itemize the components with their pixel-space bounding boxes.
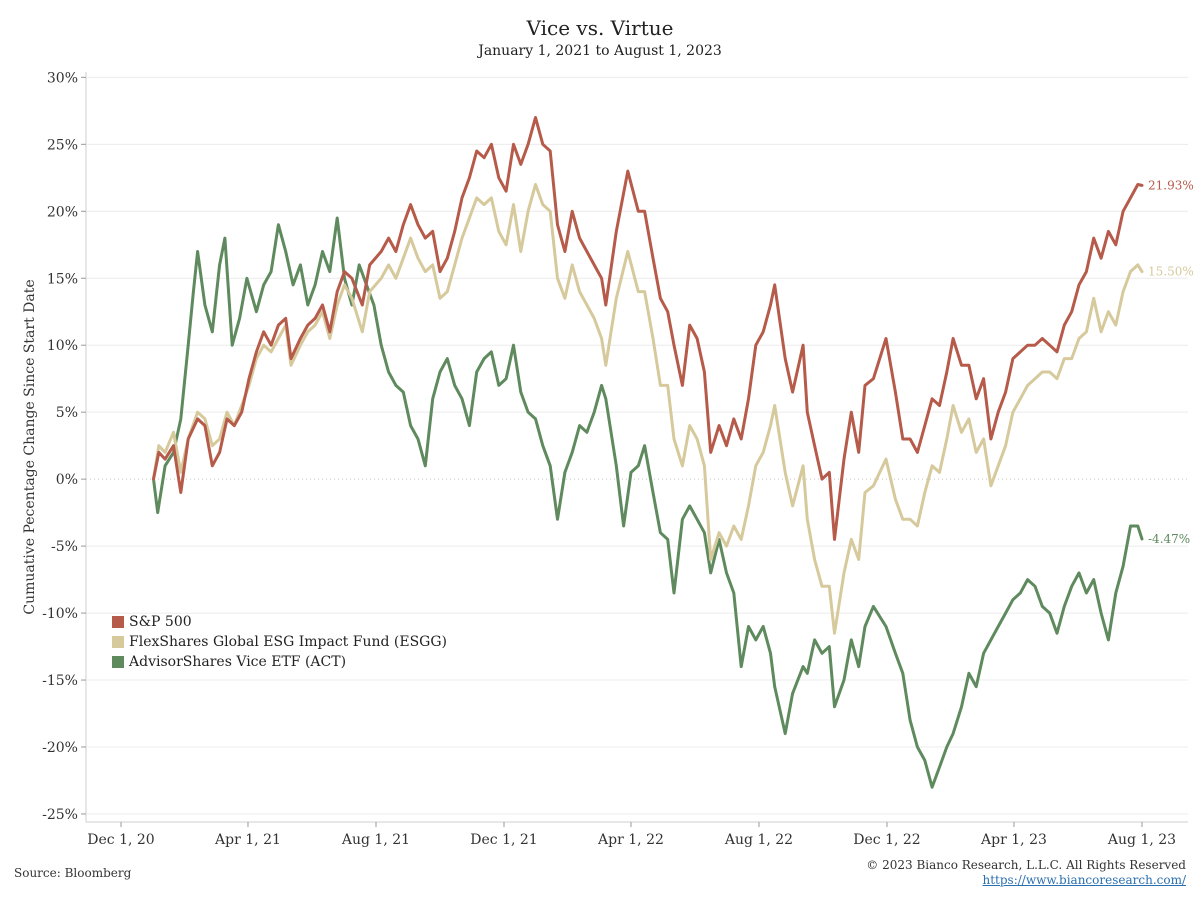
y-tick-label: 30%: [47, 70, 78, 86]
legend-swatch-act: [112, 656, 124, 668]
y-tick-label: 5%: [56, 405, 78, 421]
y-tick-label: -10%: [42, 606, 78, 622]
end-label-act: -4.47%: [1148, 532, 1190, 546]
y-tick-label: 0%: [56, 472, 78, 488]
x-tick-label: Dec 1, 21: [470, 832, 537, 848]
x-tick-label: Aug 1, 21: [341, 832, 410, 848]
y-tick-label: 10%: [47, 338, 78, 354]
y-tick-label: 15%: [47, 271, 78, 287]
x-tick-label: Aug 1, 23: [1107, 832, 1176, 848]
y-tick-label: 20%: [47, 204, 78, 220]
y-tick-label: -5%: [51, 539, 78, 555]
chart-subtitle: January 1, 2021 to August 1, 2023: [478, 43, 722, 59]
legend-swatch-esgg: [112, 636, 124, 648]
legend-label-act: AdvisorShares Vice ETF (ACT): [129, 654, 347, 670]
series-line-esgg: [152, 183, 1144, 635]
end-label-sp500: 21.93%: [1148, 178, 1194, 192]
x-tick-label: Apr 1, 22: [597, 832, 664, 848]
legend: S&P 500 FlexShares Global ESG Impact Fun…: [112, 612, 447, 672]
y-tick-label: -20%: [42, 740, 78, 756]
end-label-esgg: 15.50%: [1148, 265, 1194, 279]
legend-label-esgg: FlexShares Global ESG Impact Fund (ESGG): [129, 634, 448, 650]
legend-item-sp500[interactable]: S&P 500: [112, 612, 447, 632]
y-tick-label: 25%: [47, 137, 78, 153]
x-tick-label: Dec 1, 20: [87, 832, 154, 848]
series-line-act: [152, 216, 1144, 789]
legend-label-sp500: S&P 500: [129, 614, 192, 630]
y-tick-label: -15%: [42, 673, 78, 689]
legend-item-esgg[interactable]: FlexShares Global ESG Impact Fund (ESGG): [112, 632, 447, 652]
copyright-note: © 2023 Bianco Research, L.L.C. All Right…: [866, 858, 1186, 872]
legend-swatch-sp500: [112, 616, 124, 628]
series-line-sp500: [152, 116, 1144, 541]
x-tick-label: Apr 1, 23: [980, 832, 1047, 848]
chart-title: Vice vs. Virtue: [526, 16, 674, 40]
y-axis-label: Cumuative Pecentage Change Since Start D…: [22, 279, 38, 614]
x-tick-label: Aug 1, 22: [724, 832, 793, 848]
x-tick-label: Apr 1, 21: [214, 832, 281, 848]
source-link[interactable]: https://www.biancoresearch.com/: [982, 873, 1186, 887]
y-tick-label: -25%: [42, 807, 78, 823]
legend-item-act[interactable]: AdvisorShares Vice ETF (ACT): [112, 652, 447, 672]
source-note: Source: Bloomberg: [14, 866, 132, 880]
x-tick-label: Dec 1, 22: [853, 832, 920, 848]
